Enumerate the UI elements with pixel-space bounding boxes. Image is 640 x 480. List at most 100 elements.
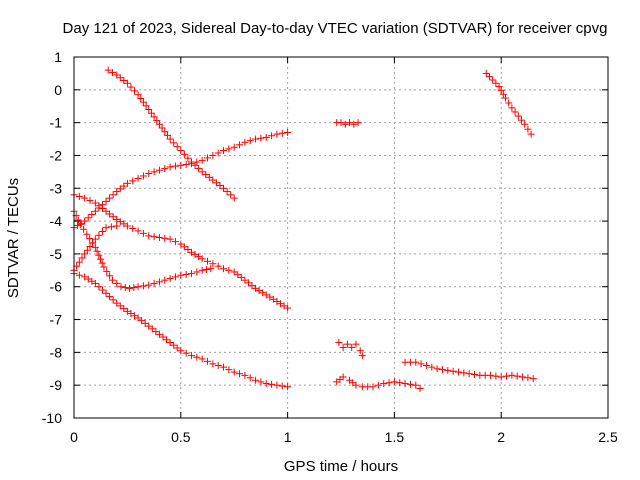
data-point — [123, 307, 131, 315]
data-point — [109, 191, 117, 199]
data-point — [113, 299, 121, 307]
data-point — [98, 259, 106, 267]
y-tick-label: -5 — [50, 246, 63, 262]
y-tick-label: -4 — [50, 213, 63, 229]
data-point — [449, 367, 457, 375]
data-point — [230, 368, 238, 376]
data-point — [352, 340, 360, 348]
data-point — [187, 352, 195, 360]
data-point — [91, 199, 99, 207]
data-point — [171, 238, 179, 246]
y-tick-label: 0 — [54, 82, 62, 98]
data-point — [280, 302, 288, 310]
data-point — [129, 224, 137, 232]
data-point — [209, 151, 217, 159]
data-point — [433, 365, 441, 373]
data-point — [284, 128, 292, 136]
data-point — [230, 268, 238, 276]
data-point — [74, 221, 82, 229]
data-point — [227, 191, 235, 199]
data-point — [134, 227, 142, 235]
data-point — [401, 380, 409, 388]
data-point — [102, 207, 110, 215]
data-point — [358, 352, 366, 360]
data-point — [177, 161, 185, 169]
data-point — [521, 120, 529, 128]
data-point — [130, 284, 138, 292]
data-point — [268, 380, 276, 388]
data-point — [142, 102, 150, 110]
data-point — [134, 314, 142, 322]
data-point — [374, 381, 382, 389]
data-point — [150, 279, 158, 287]
x-tick-label: 2 — [497, 429, 505, 445]
data-point — [123, 222, 131, 230]
data-point — [89, 239, 97, 247]
data-point — [131, 87, 139, 95]
x-tick-label: 1.5 — [385, 429, 405, 445]
data-point — [241, 276, 249, 284]
data-point — [152, 328, 160, 336]
data-point — [98, 227, 106, 235]
data-point — [155, 120, 163, 128]
data-point — [107, 223, 115, 231]
x-tick-label: 1 — [284, 429, 292, 445]
data-point — [428, 363, 436, 371]
data-point — [204, 154, 211, 162]
data-point — [184, 154, 192, 162]
data-point — [113, 215, 121, 223]
series-arc-5 — [70, 207, 215, 292]
data-point — [204, 257, 211, 265]
data-point — [150, 233, 158, 241]
data-point — [127, 310, 135, 318]
data-point — [262, 380, 270, 388]
data-point — [241, 371, 249, 379]
data-point — [524, 125, 532, 133]
data-point — [81, 217, 89, 225]
data-point — [209, 176, 217, 184]
data-point — [145, 281, 153, 289]
data-point — [273, 297, 281, 305]
data-point — [517, 116, 525, 124]
data-point — [120, 305, 128, 313]
data-point — [259, 289, 267, 297]
data-point — [166, 339, 174, 347]
data-point — [214, 149, 222, 157]
data-point — [177, 147, 185, 155]
data-point — [497, 86, 505, 94]
data-point — [113, 222, 121, 230]
data-point — [246, 374, 254, 382]
chart-title: Day 121 of 2023, Sidereal Day-to-day VTE… — [63, 20, 608, 37]
data-points — [70, 66, 537, 392]
data-point — [335, 339, 343, 347]
data-point — [214, 262, 222, 270]
axis-ticks: 0 0.5 1 1.5 2 2.5 1 0 -1 -2 -3 -4 -5 -6 -7 -8 -9 -10 — [42, 49, 618, 445]
series-arc-6 — [70, 270, 292, 391]
data-point — [487, 371, 495, 379]
data-point — [230, 194, 238, 202]
data-point — [137, 94, 145, 102]
data-point — [173, 344, 181, 352]
data-point — [501, 94, 509, 102]
data-point — [198, 255, 206, 263]
data-point — [406, 380, 414, 388]
data-point — [177, 271, 185, 279]
data-point — [75, 192, 83, 200]
x-tick-label: 0 — [70, 429, 78, 445]
data-point — [184, 246, 192, 254]
data-point — [339, 343, 347, 351]
series-arc-7 — [333, 119, 362, 128]
data-point — [225, 145, 233, 153]
data-point — [116, 302, 124, 310]
data-point — [354, 119, 362, 127]
data-point — [212, 179, 220, 187]
data-point — [198, 168, 206, 176]
data-point — [145, 232, 153, 240]
data-point — [153, 117, 161, 125]
data-point — [158, 124, 166, 132]
data-point — [166, 135, 174, 143]
data-point — [170, 139, 178, 147]
data-point — [198, 355, 206, 363]
data-point — [482, 69, 490, 77]
x-axis-label: GPS time / hours — [284, 458, 398, 475]
